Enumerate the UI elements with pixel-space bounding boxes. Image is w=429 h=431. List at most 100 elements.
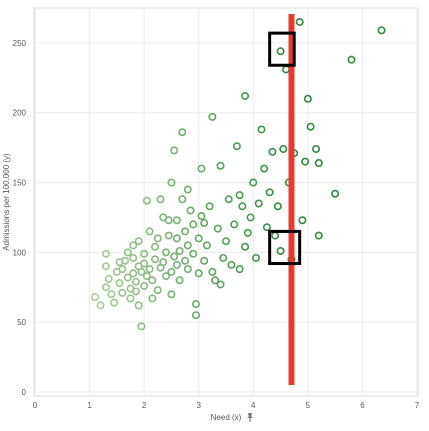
scatter-point[interactable] xyxy=(347,55,356,64)
scatter-point[interactable] xyxy=(216,280,225,289)
scatter-point[interactable] xyxy=(249,178,258,187)
scatter-point[interactable] xyxy=(276,246,285,255)
scatter-point[interactable] xyxy=(238,202,247,211)
scatter-point[interactable] xyxy=(227,260,236,269)
scatter-point[interactable] xyxy=(137,322,146,331)
scatter-point[interactable] xyxy=(96,301,105,310)
scatter-point[interactable] xyxy=(205,202,214,211)
scatter-point[interactable] xyxy=(142,196,151,205)
scatter-point[interactable] xyxy=(183,241,192,250)
scatter-point[interactable] xyxy=(151,242,160,251)
scatter-point[interactable] xyxy=(197,212,206,221)
scatter-point[interactable] xyxy=(230,220,239,229)
scatter-point[interactable] xyxy=(161,272,170,281)
scatter-point[interactable] xyxy=(224,195,233,204)
scatter-point[interactable] xyxy=(301,157,310,166)
scatter-point[interactable] xyxy=(156,195,165,204)
scatter-point[interactable] xyxy=(202,241,211,250)
scatter-point[interactable] xyxy=(167,178,176,187)
scatter-point[interactable] xyxy=(167,290,176,299)
scatter-point[interactable] xyxy=(178,195,187,204)
scatter-point[interactable] xyxy=(107,290,116,299)
scatter-point[interactable] xyxy=(101,249,110,258)
scatter-point[interactable] xyxy=(241,242,250,251)
scatter-point[interactable] xyxy=(246,213,255,222)
scatter-point[interactable] xyxy=(216,161,225,170)
scatter-point[interactable] xyxy=(134,301,143,310)
scatter-point[interactable] xyxy=(110,298,119,307)
scatter-point[interactable] xyxy=(197,164,206,173)
scatter-point[interactable] xyxy=(235,191,244,200)
scatter-point[interactable] xyxy=(101,262,110,271)
scatter-point[interactable] xyxy=(191,300,200,309)
scatter-point[interactable] xyxy=(189,220,198,229)
scatter-point[interactable] xyxy=(178,128,187,137)
scatter-point[interactable] xyxy=(170,252,179,261)
scatter-point[interactable] xyxy=(121,256,130,265)
scatter-point[interactable] xyxy=(186,206,195,215)
scatter-point[interactable] xyxy=(131,287,140,296)
scatter-point[interactable] xyxy=(148,294,157,303)
scatter-point[interactable] xyxy=(118,265,127,274)
scatter-point[interactable] xyxy=(153,286,162,295)
scatter-point[interactable] xyxy=(241,91,250,100)
scatter-point[interactable] xyxy=(314,158,323,167)
scatter-point[interactable] xyxy=(91,293,100,302)
scatter-point[interactable] xyxy=(377,26,386,35)
scatter-point[interactable] xyxy=(167,267,176,276)
scatter-point[interactable] xyxy=(279,145,288,154)
scatter-point[interactable] xyxy=(172,260,181,269)
scatter-point[interactable] xyxy=(194,269,203,278)
scatter-point[interactable] xyxy=(181,256,190,265)
scatter-point[interactable] xyxy=(213,224,222,233)
scatter-point[interactable] xyxy=(131,277,140,286)
scatter-point[interactable] xyxy=(148,276,157,285)
y-axis-title[interactable]: Admissions per 100,000 (y) xyxy=(2,153,11,251)
scatter-point[interactable] xyxy=(257,125,266,134)
scatter-point[interactable] xyxy=(104,274,113,283)
scatter-point[interactable] xyxy=(164,231,173,240)
scatter-point[interactable] xyxy=(222,237,231,246)
scatter-point[interactable] xyxy=(129,253,138,262)
scatter-point[interactable] xyxy=(208,112,217,121)
scatter-point[interactable] xyxy=(306,122,315,131)
scatter-point[interactable] xyxy=(145,227,154,236)
scatter-point[interactable] xyxy=(142,272,151,281)
scatter-point[interactable] xyxy=(151,255,160,264)
scatter-point[interactable] xyxy=(101,283,110,292)
scatter-point[interactable] xyxy=(115,279,124,288)
scatter-point[interactable] xyxy=(200,256,209,265)
pin-icon[interactable] xyxy=(247,413,253,422)
scatter-point[interactable] xyxy=(262,223,271,232)
scatter-point[interactable] xyxy=(219,253,228,262)
scatter-point[interactable] xyxy=(145,265,154,274)
scatter-point[interactable] xyxy=(175,246,184,255)
scatter-point[interactable] xyxy=(260,164,269,173)
scatter-point[interactable] xyxy=(312,145,321,154)
scatter-point[interactable] xyxy=(183,185,192,194)
scatter-point[interactable] xyxy=(129,269,138,278)
scatter-point[interactable] xyxy=(126,294,135,303)
scatter-point[interactable] xyxy=(123,273,132,282)
scatter-point[interactable] xyxy=(172,234,181,243)
scatter-point[interactable] xyxy=(235,265,244,274)
scatter-point[interactable] xyxy=(303,94,312,103)
scatter-point[interactable] xyxy=(254,199,263,208)
scatter-point[interactable] xyxy=(118,288,127,297)
scatter-point[interactable] xyxy=(153,234,162,243)
scatter-point[interactable] xyxy=(134,237,143,246)
scatter-point[interactable] xyxy=(140,281,149,290)
scatter-point[interactable] xyxy=(164,216,173,225)
scatter-point[interactable] xyxy=(140,249,149,258)
scatter-point[interactable] xyxy=(331,189,340,198)
scatter-point[interactable] xyxy=(208,267,217,276)
scatter-point[interactable] xyxy=(129,241,138,250)
scatter-point[interactable] xyxy=(191,311,200,320)
scatter-point[interactable] xyxy=(137,267,146,276)
x-axis-title[interactable]: Need (x) xyxy=(211,413,242,422)
scatter-point[interactable] xyxy=(276,47,285,56)
scatter-point[interactable] xyxy=(189,249,198,258)
scatter-point[interactable] xyxy=(268,147,277,156)
scatter-point[interactable] xyxy=(175,276,184,285)
scatter-point[interactable] xyxy=(200,219,209,228)
